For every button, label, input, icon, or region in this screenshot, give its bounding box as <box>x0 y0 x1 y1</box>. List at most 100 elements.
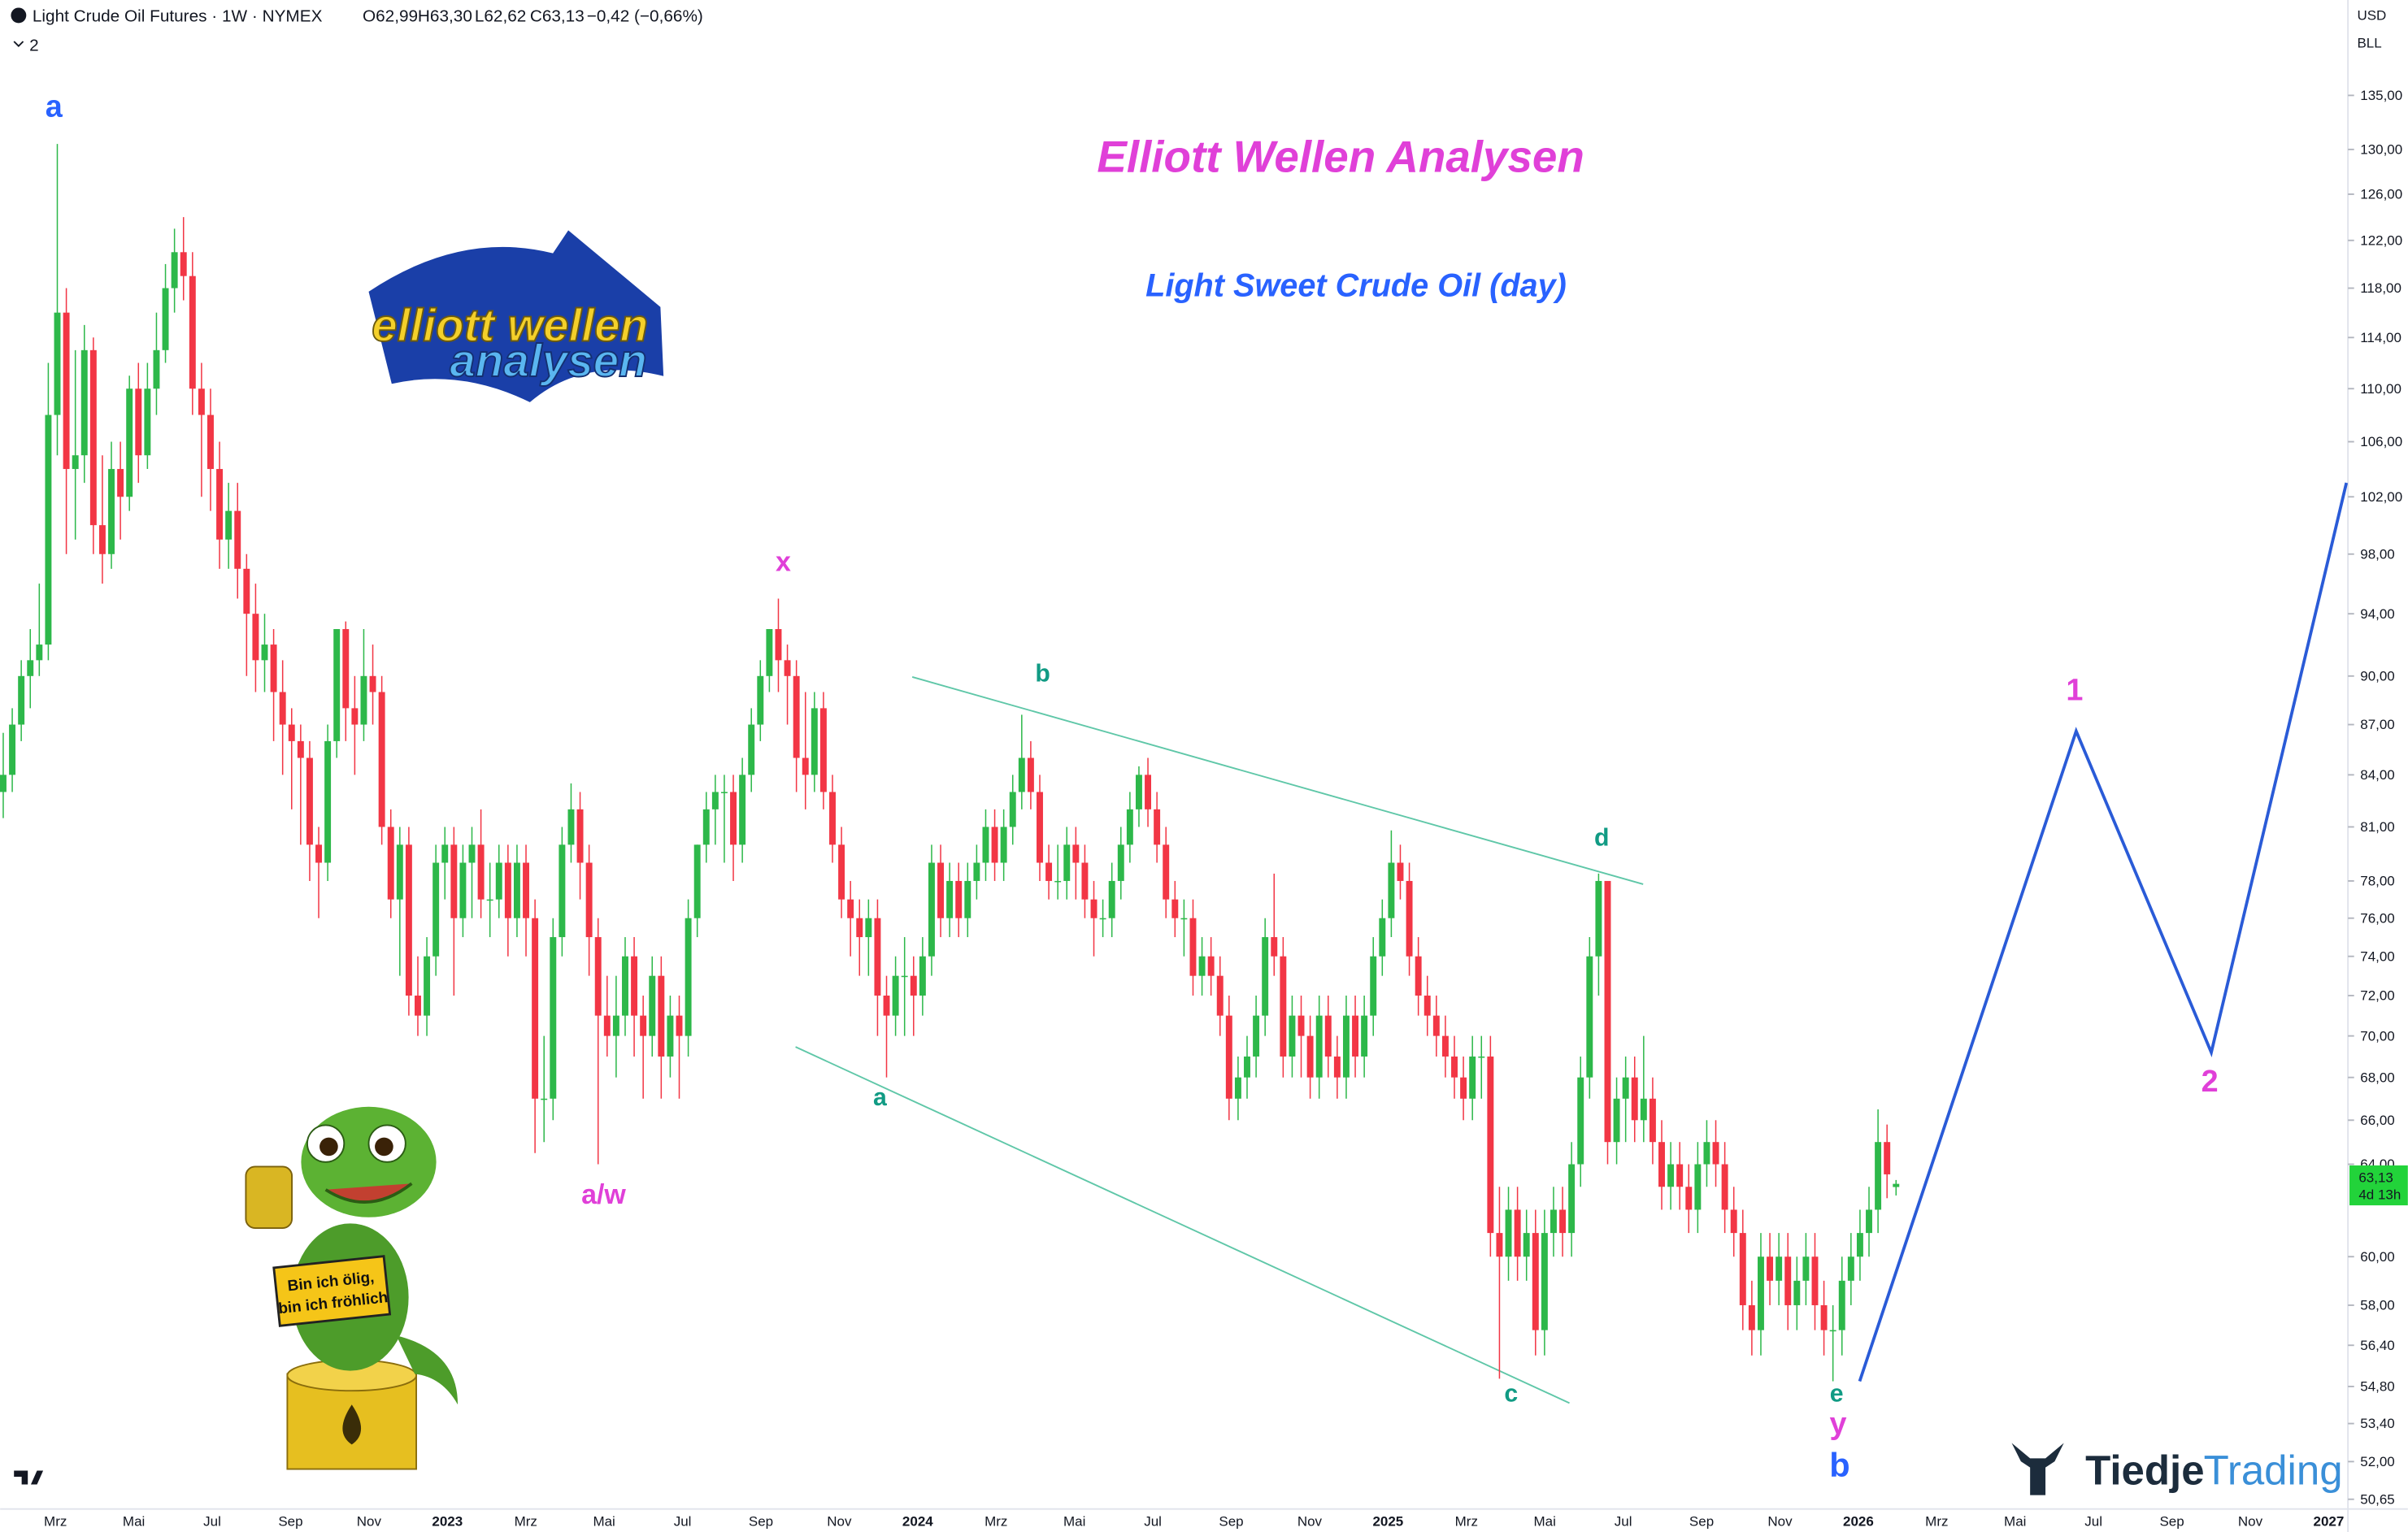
unit[interactable]: BLL <box>2357 36 2381 51</box>
candle-body <box>243 568 250 614</box>
candle-body <box>594 937 602 1016</box>
candle-body <box>1234 1077 1241 1099</box>
x-tick-label: Sep <box>1219 1513 1243 1529</box>
candle-body <box>1297 1015 1305 1036</box>
candle-body <box>306 757 313 845</box>
x-tick-label: Nov <box>1767 1513 1793 1529</box>
y-tick-label: 76,00 <box>2360 910 2395 926</box>
candle-body <box>775 629 782 661</box>
candle-body <box>1541 1233 1548 1330</box>
candle-body <box>910 975 917 996</box>
y-tick-label: 102,00 <box>2360 489 2402 505</box>
candle-body <box>1703 1142 1710 1165</box>
candle-body <box>784 660 791 676</box>
collapse-toggle[interactable] <box>13 41 24 47</box>
channel-line <box>911 676 1644 885</box>
candle-body <box>504 862 511 918</box>
candle-body <box>802 757 809 775</box>
x-tick-label: Sep <box>749 1513 773 1529</box>
candle-body <box>955 880 963 918</box>
candle-body <box>585 862 593 938</box>
candle-body <box>946 880 954 918</box>
candle-body <box>1776 1256 1783 1281</box>
candle-body <box>424 956 431 1016</box>
candle-body <box>198 388 205 415</box>
x-tick-label: Nov <box>827 1513 852 1529</box>
x-tick-label: 2025 <box>1372 1513 1403 1529</box>
candle-body <box>180 252 187 276</box>
y-tick-label: 130,00 <box>2360 142 2402 158</box>
candle-body <box>702 809 710 845</box>
candle-body <box>631 956 638 1016</box>
candle-body <box>1875 1142 1882 1210</box>
candle-body <box>1135 775 1142 809</box>
currency[interactable]: USD <box>2357 8 2386 24</box>
logo: elliott wellen analysen <box>368 230 664 402</box>
candle-body <box>1018 757 1025 792</box>
ohlc-change: −0,42 (−0,66%) <box>587 7 703 25</box>
candle-body <box>811 708 818 775</box>
y-tick-label: 58,00 <box>2360 1298 2395 1313</box>
candle-body <box>441 844 449 863</box>
y-tick-label: 54,80 <box>2360 1379 2395 1395</box>
candle-body <box>1856 1233 1863 1257</box>
candle-body <box>1604 880 1611 1143</box>
wave-label: a <box>873 1084 887 1111</box>
candle-body <box>1370 956 1377 1016</box>
x-tick-label: Sep <box>278 1513 302 1529</box>
candle-body <box>1505 1209 1512 1257</box>
candle-body <box>261 644 268 661</box>
candle-body <box>1478 1056 1485 1058</box>
candle-body <box>126 388 133 497</box>
candle-body <box>216 469 224 540</box>
candle-body <box>378 692 385 827</box>
brand-part1: Tiedje <box>2085 1447 2204 1493</box>
logo-flag <box>368 230 664 402</box>
y-tick-label: 90,00 <box>2360 668 2395 684</box>
candle-body <box>937 862 945 918</box>
candle-body <box>1154 809 1161 845</box>
candle-body <box>1550 1209 1557 1234</box>
candle-body <box>1586 956 1593 1078</box>
candle-body <box>1784 1256 1792 1305</box>
candle-body <box>685 918 692 1036</box>
candle-body <box>297 740 304 758</box>
candle-body <box>1884 1142 1891 1174</box>
candle-body <box>567 809 575 845</box>
candle-body <box>1289 1015 1296 1057</box>
x-tick-label: 2027 <box>2314 1513 2345 1529</box>
candle-body <box>1072 844 1080 863</box>
candle-body <box>1108 880 1115 918</box>
candle-body <box>892 975 899 1016</box>
candle-body <box>1649 1098 1656 1143</box>
candle-body <box>576 809 584 863</box>
candle-body <box>766 629 773 676</box>
candle-body <box>711 792 719 809</box>
tradingview-logo[interactable] <box>14 1470 44 1485</box>
x-tick-label: Jul <box>2084 1513 2102 1529</box>
x-tick-label: Mrz <box>1455 1513 1478 1529</box>
logo-line1: elliott wellen <box>372 300 648 351</box>
candle-body <box>1171 899 1179 918</box>
candle-body <box>0 775 7 792</box>
x-tick-label: Jul <box>1144 1513 1162 1529</box>
candle-body <box>1306 1035 1314 1078</box>
x-tick-label: Mrz <box>984 1513 1007 1529</box>
indicator-count[interactable]: 2 <box>29 36 39 54</box>
candle-body <box>1676 1164 1684 1187</box>
candle-body <box>874 918 881 996</box>
candle-body <box>928 862 935 957</box>
candle-body <box>98 525 106 554</box>
wave-label: b <box>1035 661 1050 688</box>
candle-body <box>1163 844 1170 900</box>
y-tick-label: 50,65 <box>2360 1491 2395 1507</box>
candle-body <box>1613 1098 1620 1143</box>
x-tick-label: Sep <box>1689 1513 1714 1529</box>
candle-body <box>63 312 70 470</box>
candle-body <box>1577 1077 1584 1165</box>
last-price-countdown: 4d 13h <box>2358 1187 2401 1203</box>
candle-body <box>838 844 845 900</box>
y-tick-label: 56,40 <box>2360 1338 2395 1353</box>
